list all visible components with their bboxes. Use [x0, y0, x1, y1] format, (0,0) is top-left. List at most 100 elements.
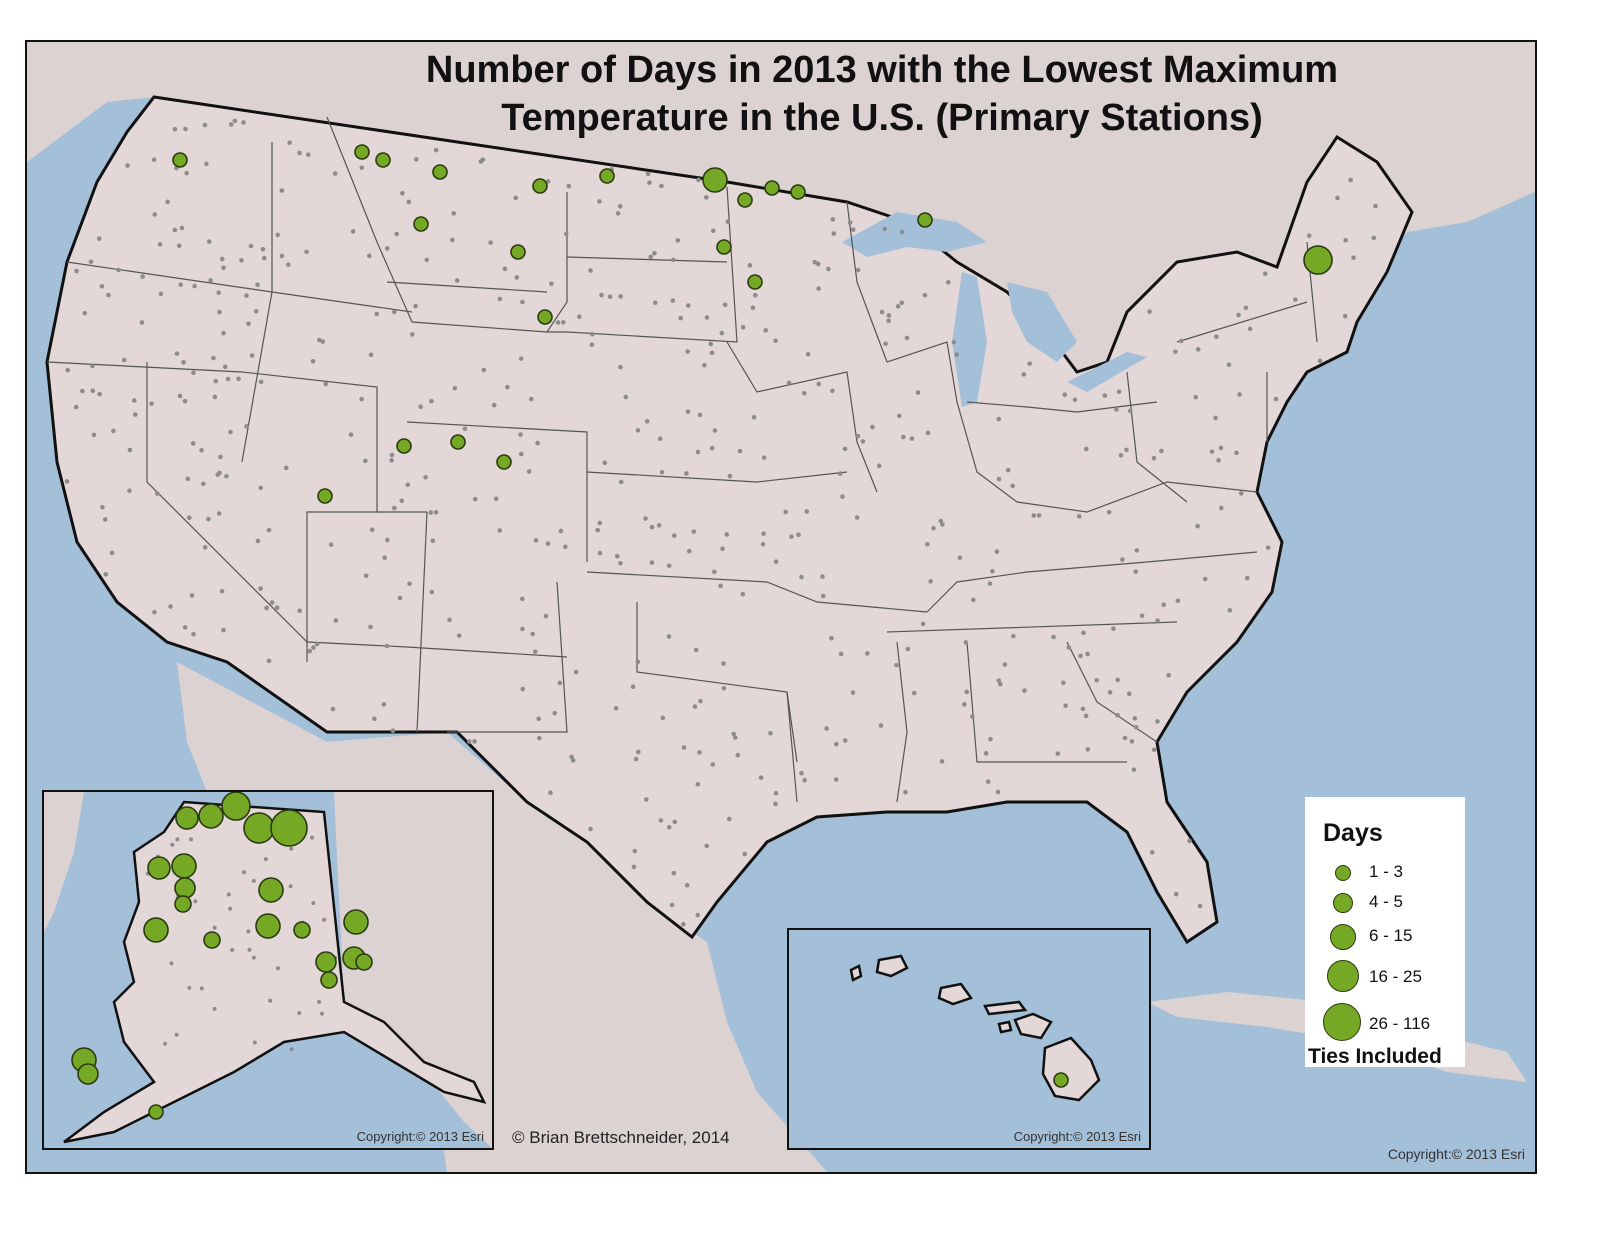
station-dot: [666, 824, 672, 830]
station-dot: [656, 523, 662, 528]
station-dot: [712, 428, 718, 433]
station-dot: [1155, 719, 1160, 724]
station-dot: [372, 716, 377, 722]
station-symbol: [413, 216, 429, 232]
station-dot: [102, 517, 108, 522]
station-dot: [424, 257, 430, 263]
station-dot: [224, 473, 229, 479]
station-symbol: [77, 1063, 99, 1085]
station-dot: [1342, 313, 1348, 319]
alaska-station-symbols: [71, 792, 373, 1120]
station-dot: [172, 126, 178, 132]
station-dot: [183, 126, 188, 132]
station-dot: [189, 837, 194, 842]
station-dot: [520, 626, 525, 632]
station-dot: [168, 604, 173, 609]
station-dot: [268, 998, 273, 1003]
station-dot: [1115, 712, 1120, 718]
station-dot: [588, 826, 593, 832]
legend-symbol-1: [1335, 865, 1351, 881]
station-dot: [995, 789, 1001, 795]
station-dot: [812, 259, 818, 265]
station-dot: [423, 474, 428, 480]
station-dot: [103, 571, 109, 577]
station-dot: [537, 735, 542, 741]
station-dot: [996, 476, 1002, 482]
station-dot: [652, 250, 657, 256]
station-dot: [456, 633, 462, 638]
station-dot: [573, 669, 579, 675]
station-dot: [635, 428, 641, 433]
station-dot: [643, 797, 649, 802]
station-dot: [724, 532, 730, 537]
station-dot: [174, 351, 180, 356]
station-dot: [695, 912, 701, 918]
station-symbol: [537, 309, 553, 325]
station-dot: [202, 122, 208, 128]
station-dot: [429, 398, 434, 404]
station-dot: [1244, 575, 1250, 581]
station-dot: [530, 631, 536, 637]
station-dot: [710, 228, 716, 234]
station-symbol: [737, 192, 753, 208]
station-dot: [154, 491, 160, 496]
station-dot: [139, 320, 145, 325]
station-dot: [82, 310, 88, 316]
station-dot: [526, 469, 532, 474]
station-dot: [91, 432, 97, 438]
station-dot: [219, 588, 225, 594]
station-dot: [1036, 513, 1042, 518]
station-dot: [170, 842, 175, 847]
station-dot: [659, 469, 665, 475]
station-dot: [905, 646, 911, 652]
station-dot: [894, 662, 899, 668]
station-dot: [264, 605, 269, 611]
station-dot: [226, 892, 231, 897]
station-dot: [193, 899, 198, 904]
station-dot: [555, 320, 561, 325]
station-dot: [258, 586, 263, 591]
station-dot: [768, 730, 773, 736]
station-dot: [618, 364, 623, 370]
station-dot: [258, 485, 264, 491]
station-dot: [244, 424, 249, 429]
station-dot: [228, 906, 233, 911]
station-dot: [928, 579, 933, 584]
station-dot: [631, 864, 637, 870]
station-dot: [1062, 392, 1068, 397]
station-dot: [1175, 598, 1181, 604]
station-dot: [255, 282, 260, 288]
station-symbol: [1303, 245, 1333, 275]
canada-land: [27, 42, 1535, 372]
station-dot: [497, 528, 503, 533]
station-dot: [595, 527, 600, 533]
station-dot: [65, 367, 71, 373]
station-dot: [618, 560, 623, 566]
station-dot: [708, 341, 714, 347]
station-dot: [163, 1041, 168, 1046]
station-symbol: [354, 144, 370, 160]
station-dot: [833, 777, 839, 782]
station-dot: [726, 816, 732, 822]
station-dot: [212, 925, 217, 930]
station-dot: [397, 595, 403, 601]
station-dot: [761, 531, 766, 536]
alaska-map: [44, 792, 492, 1148]
station-symbol: [174, 877, 196, 899]
station-dot: [802, 777, 807, 783]
station-dot: [901, 434, 906, 440]
station-dot: [433, 147, 439, 153]
station-dot: [801, 390, 807, 396]
station-dot: [109, 550, 115, 556]
station-dot: [286, 262, 291, 267]
station-dot: [368, 352, 374, 358]
station-dot: [228, 429, 233, 435]
station-dot: [127, 447, 133, 453]
station-dot: [883, 341, 888, 347]
station-dot: [721, 661, 726, 666]
station-symbol: [532, 178, 548, 194]
station-symbol: [764, 180, 780, 196]
station-dot: [1115, 677, 1121, 683]
station-dot: [228, 122, 234, 127]
station-dot: [1343, 237, 1348, 243]
